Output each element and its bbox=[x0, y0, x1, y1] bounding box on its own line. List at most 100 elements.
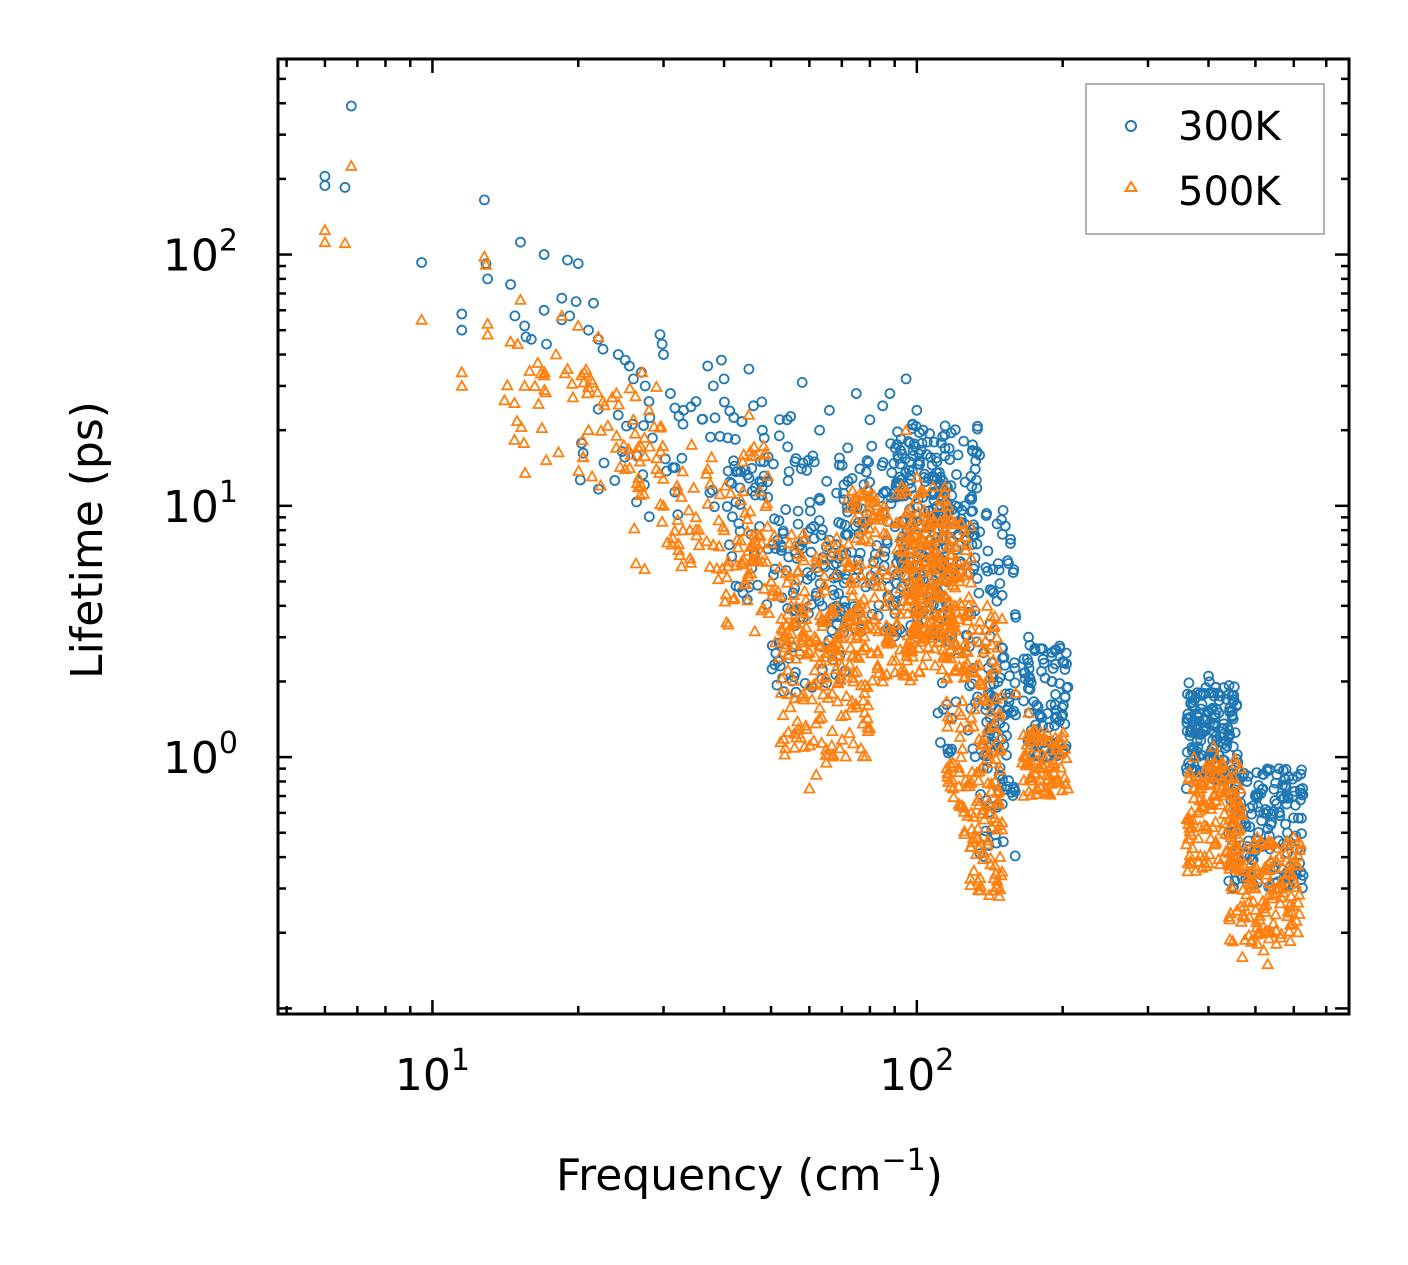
point-500k bbox=[1040, 772, 1055, 785]
point-300k bbox=[1008, 564, 1020, 576]
point-500k bbox=[1286, 916, 1300, 929]
point-300k bbox=[1191, 735, 1203, 746]
point-500k bbox=[1058, 770, 1072, 783]
point-300k bbox=[1183, 677, 1195, 689]
point-500k bbox=[788, 740, 802, 753]
point-300k bbox=[597, 343, 609, 355]
point-500k bbox=[799, 647, 813, 660]
point-300k bbox=[785, 411, 796, 422]
point-500k bbox=[692, 538, 706, 551]
point-500k bbox=[901, 606, 915, 619]
point-300k bbox=[1200, 714, 1211, 726]
point-300k bbox=[913, 427, 925, 439]
point-500k bbox=[649, 380, 663, 392]
point-500k bbox=[1058, 741, 1072, 754]
point-500k bbox=[987, 618, 1001, 631]
point-500k bbox=[1047, 765, 1061, 778]
point-500k bbox=[1266, 836, 1280, 849]
point-500k bbox=[1196, 776, 1210, 789]
point-500k bbox=[774, 686, 788, 698]
point-500k bbox=[829, 662, 843, 675]
point-500k bbox=[993, 882, 1007, 895]
point-500k bbox=[610, 428, 624, 441]
point-300k bbox=[1208, 727, 1220, 739]
point-500k bbox=[1179, 837, 1193, 850]
point-500k bbox=[580, 386, 594, 399]
point-300k bbox=[624, 360, 635, 372]
point-500k bbox=[1266, 916, 1280, 929]
point-500k bbox=[880, 567, 894, 580]
point-500k bbox=[1185, 813, 1200, 825]
point-500k bbox=[1273, 930, 1288, 943]
point-500k bbox=[670, 479, 684, 491]
point-500k bbox=[808, 649, 822, 662]
point-300k bbox=[456, 324, 468, 336]
point-500k bbox=[842, 726, 857, 738]
point-500k bbox=[921, 599, 935, 612]
point-300k bbox=[1210, 681, 1222, 693]
point-500k bbox=[1181, 864, 1195, 877]
point-500k bbox=[932, 614, 946, 627]
point-300k bbox=[538, 304, 550, 316]
x-tick-label: 102 bbox=[879, 1043, 954, 1101]
point-300k bbox=[1270, 777, 1281, 789]
point-500k bbox=[990, 874, 1004, 886]
point-500k bbox=[952, 570, 966, 583]
point-300k bbox=[984, 584, 996, 595]
point-500k bbox=[585, 375, 600, 388]
point-500k bbox=[1262, 924, 1277, 937]
point-500k bbox=[537, 365, 552, 378]
point-300k bbox=[783, 466, 795, 478]
point-300k bbox=[814, 494, 826, 506]
point-500k bbox=[958, 530, 973, 542]
point-500k bbox=[919, 649, 934, 661]
point-300k bbox=[598, 457, 610, 469]
point-300k bbox=[935, 737, 946, 748]
point-500k bbox=[682, 503, 696, 516]
point-500k bbox=[990, 630, 1004, 643]
y-tick-labels: 100 101 102 bbox=[163, 224, 238, 785]
point-300k bbox=[1007, 790, 1019, 801]
point-500k bbox=[960, 644, 974, 657]
point-500k bbox=[477, 249, 491, 262]
point-300k bbox=[974, 526, 986, 538]
point-500k bbox=[911, 505, 925, 518]
point-500k bbox=[549, 347, 563, 360]
point-500k bbox=[898, 668, 912, 681]
point-500k bbox=[687, 481, 701, 493]
point-500k bbox=[903, 502, 917, 515]
point-500k bbox=[1291, 895, 1305, 908]
point-500k bbox=[683, 551, 697, 564]
point-500k bbox=[705, 450, 719, 463]
point-500k bbox=[665, 537, 679, 550]
point-500k bbox=[1185, 841, 1200, 853]
point-500k bbox=[1022, 784, 1036, 797]
point-500k bbox=[539, 453, 553, 466]
point-500k bbox=[967, 702, 982, 715]
point-500k bbox=[854, 533, 868, 546]
point-500k bbox=[1269, 853, 1283, 866]
legend: 300K 500K bbox=[1085, 83, 1325, 235]
point-300k bbox=[588, 297, 599, 309]
point-500k bbox=[894, 487, 908, 500]
point-500k bbox=[1030, 782, 1044, 794]
point-500k bbox=[782, 536, 796, 549]
point-500k bbox=[841, 491, 855, 504]
point-300k bbox=[1037, 643, 1048, 655]
point-500k bbox=[1233, 806, 1247, 818]
point-500k bbox=[1227, 770, 1241, 783]
point-500k bbox=[877, 499, 891, 512]
point-500k bbox=[534, 366, 548, 379]
point-500k bbox=[511, 337, 525, 350]
point-500k bbox=[577, 375, 591, 388]
point-300k bbox=[509, 310, 521, 322]
point-500k bbox=[1192, 770, 1206, 782]
point-300k bbox=[801, 573, 813, 585]
point-300k bbox=[926, 459, 938, 471]
point-500k bbox=[517, 436, 531, 449]
point-500k bbox=[890, 565, 904, 577]
point-300k bbox=[1198, 689, 1209, 700]
point-300k bbox=[1185, 690, 1196, 701]
point-500k bbox=[690, 528, 704, 541]
point-300k bbox=[1223, 725, 1235, 736]
